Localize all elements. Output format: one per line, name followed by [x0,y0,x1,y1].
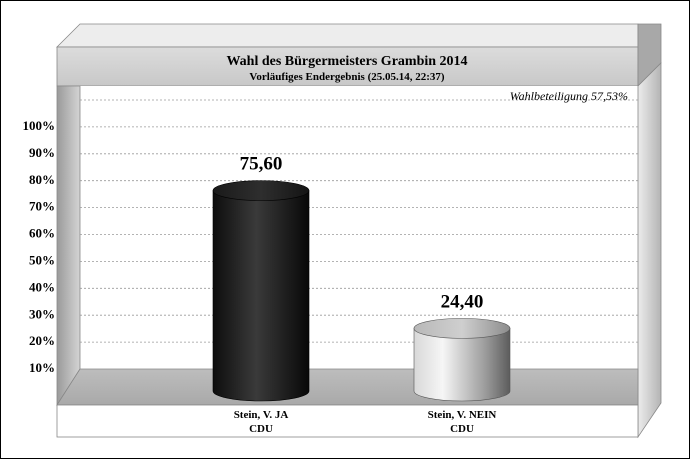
y-tick-label: 70% [29,199,55,214]
category-labels: Stein, V. JA CDU Stein, V. NEIN CDU [234,409,497,435]
y-axis-ticks: 10% 20% 30% 40% 50% 60% 70% 80% 90% 100% [23,118,56,375]
y-tick-label: 60% [29,226,55,241]
chart-subtitle: Vorläufiges Endergebnis (25.05.14, 22:37… [249,71,444,83]
category-sublabel: CDU [249,423,273,435]
y-tick-label: 10% [29,360,55,375]
value-label: 75,60 [240,154,283,175]
category-sublabel: CDU [450,423,474,435]
bar-body [212,190,310,402]
y-tick-label: 80% [29,172,55,187]
bar-top [413,318,511,339]
chart-title: Wahl des Bürgermeisters Grambin 2014 [226,54,467,69]
bars [212,180,511,402]
bar [413,318,511,402]
category-label: Stein, V. JA [234,409,289,421]
y-tick-label: 90% [29,145,55,160]
plot-box [56,62,662,439]
category-label: Stein, V. NEIN [428,409,497,421]
gridlines [80,99,638,343]
y-tick-label: 30% [29,306,55,321]
y-tick-label: 100% [23,118,56,133]
y-tick-label: 40% [29,279,55,294]
bar [212,180,310,402]
bar-top [212,180,310,201]
turnout-annotation: Wahlbeteiligung 57,53% [510,89,628,103]
value-labels: 75,60 24,40 [240,154,484,313]
y-tick-label: 50% [29,253,55,268]
y-tick-label: 20% [29,333,55,348]
bar-body [413,328,511,402]
title-banner [56,23,662,87]
value-label: 24,40 [441,291,484,312]
